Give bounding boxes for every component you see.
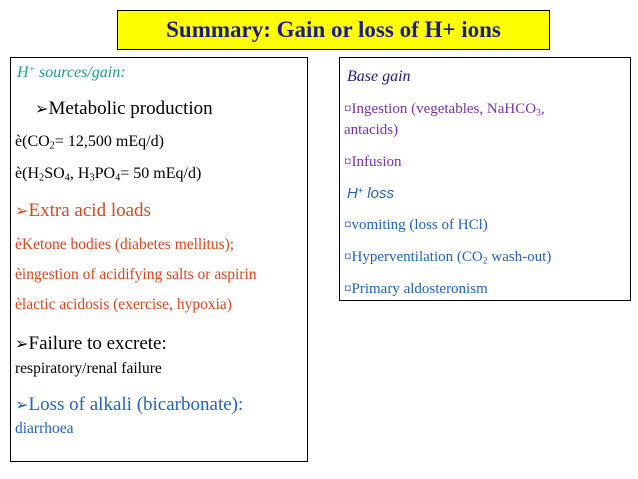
aldosteronism-text: Primary aldosteronism [351, 281, 488, 297]
co2-sub: 2 [49, 140, 55, 152]
base-gain-heading: Base gain [347, 68, 411, 86]
slide-title: Summary: Gain or loss of H+ ions [117, 10, 550, 50]
antacids-line: antacids) [344, 122, 398, 139]
hyper-text-a: Hyperventilation (CO [351, 249, 483, 265]
currency-bullet-icon: ¤ [344, 281, 352, 297]
e-bullet: è [15, 266, 22, 283]
infusion-line: ¤Infusion [344, 154, 402, 171]
h-loss-text: loss [363, 185, 394, 202]
h2so4-sub3: 3 [89, 172, 95, 184]
heading-h: H [17, 64, 29, 81]
h2so4-text-b: SO [44, 165, 65, 182]
currency-bullet-icon: ¤ [344, 101, 352, 117]
infusion-text: Infusion [351, 154, 402, 170]
h2so4-text-a: (H [22, 165, 39, 182]
ingestion-text: ingestion of acidifying salts or aspirin [21, 266, 257, 283]
loss-alkali-label: Loss of alkali (bicarbonate): [28, 394, 244, 415]
lactic-line: èlactic acidosis (exercise, hypoxia) [15, 296, 232, 314]
failure-item: ➢Failure to excrete: [15, 333, 167, 355]
base-gain-box: Base gain ¤Ingestion (vegetables, NaHCO3… [339, 57, 631, 301]
h-loss-heading: H+ loss [347, 185, 394, 202]
h-sources-box: H+ sources/gain: ➢Metabolic production è… [10, 57, 308, 462]
co2-text-b: = 12,500 mEq/d) [54, 133, 164, 150]
ingestion-base-text-b: , [540, 101, 545, 117]
metabolic-production-item: ➢Metabolic production [35, 98, 213, 120]
h2so4-sub2: 4 [64, 172, 70, 184]
vomiting-line: ¤vomiting (loss of HCl) [344, 217, 488, 234]
respiratory-text: respiratory/renal failure [15, 360, 162, 377]
ingestion-base-line: ¤Ingestion (vegetables, NaHCO3, [344, 101, 545, 118]
heading-text: sources/gain: [35, 64, 126, 81]
extra-acid-label: Extra acid loads [28, 200, 151, 221]
slide-title-text: Summary: Gain or loss of H+ ions [166, 17, 501, 42]
metabolic-label: Metabolic production [48, 98, 213, 119]
base-gain-text: Base gain [347, 68, 411, 85]
ingestion-base-text-a: Ingestion (vegetables, NaHCO [351, 101, 537, 117]
e-bullet: è [15, 165, 23, 182]
co2-line: è(CO2= 12,500 mEq/d) [15, 133, 164, 151]
hyperventilation-line: ¤Hyperventilation (CO2 wash-out) [344, 249, 551, 266]
h-loss-plus: + [357, 185, 364, 196]
e-bullet: è [15, 296, 22, 313]
lactic-text: lactic acidosis (exercise, hypoxia) [21, 296, 232, 313]
aldosteronism-line: ¤Primary aldosteronism [344, 281, 488, 298]
currency-bullet-icon: ¤ [344, 154, 352, 170]
h-sources-heading: H+ sources/gain: [17, 64, 126, 82]
arrow-bullet-icon: ➢ [35, 99, 49, 118]
respiratory-line: respiratory/renal failure [15, 360, 162, 378]
ketone-line: èKetone bodies (diabetes mellitus); [15, 236, 234, 254]
extra-acid-item: ➢Extra acid loads [15, 200, 151, 222]
h2so4-sub4: 4 [115, 172, 121, 184]
loss-alkali-item: ➢Loss of alkali (bicarbonate): [15, 394, 243, 416]
h2so4-text-d: PO [94, 165, 116, 182]
arrow-bullet-icon: ➢ [15, 334, 29, 353]
h2so4-text-e: = 50 mEq/d) [120, 165, 202, 182]
hyper-sub: 2 [482, 255, 488, 267]
h-loss-h: H [347, 185, 358, 202]
ketone-text: Ketone bodies (diabetes mellitus); [21, 236, 235, 253]
currency-bullet-icon: ¤ [344, 249, 352, 265]
h2so4-text-c: , H [69, 165, 90, 182]
e-bullet: è [15, 133, 23, 150]
e-bullet: è [15, 236, 22, 253]
ingestion-line: èingestion of acidifying salts or aspiri… [15, 266, 257, 284]
h2so4-sub1: 2 [39, 172, 45, 184]
hyper-text-b: wash-out) [487, 249, 552, 265]
heading-plus: + [28, 64, 36, 76]
vomiting-text: vomiting (loss of HCl) [351, 217, 488, 233]
antacids-text: antacids) [344, 122, 399, 138]
diarrhoea-text: diarrhoea [15, 420, 74, 437]
h2so4-line: è(H2SO4, H3PO4= 50 mEq/d) [15, 165, 201, 183]
ingestion-base-sub: 3 [536, 107, 541, 119]
currency-bullet-icon: ¤ [344, 217, 352, 233]
arrow-bullet-icon: ➢ [15, 201, 29, 220]
co2-text-a: (CO [22, 133, 50, 150]
arrow-bullet-icon: ➢ [15, 395, 29, 414]
diarrhoea-line: diarrhoea [15, 420, 74, 438]
failure-label: Failure to excrete: [28, 333, 167, 354]
